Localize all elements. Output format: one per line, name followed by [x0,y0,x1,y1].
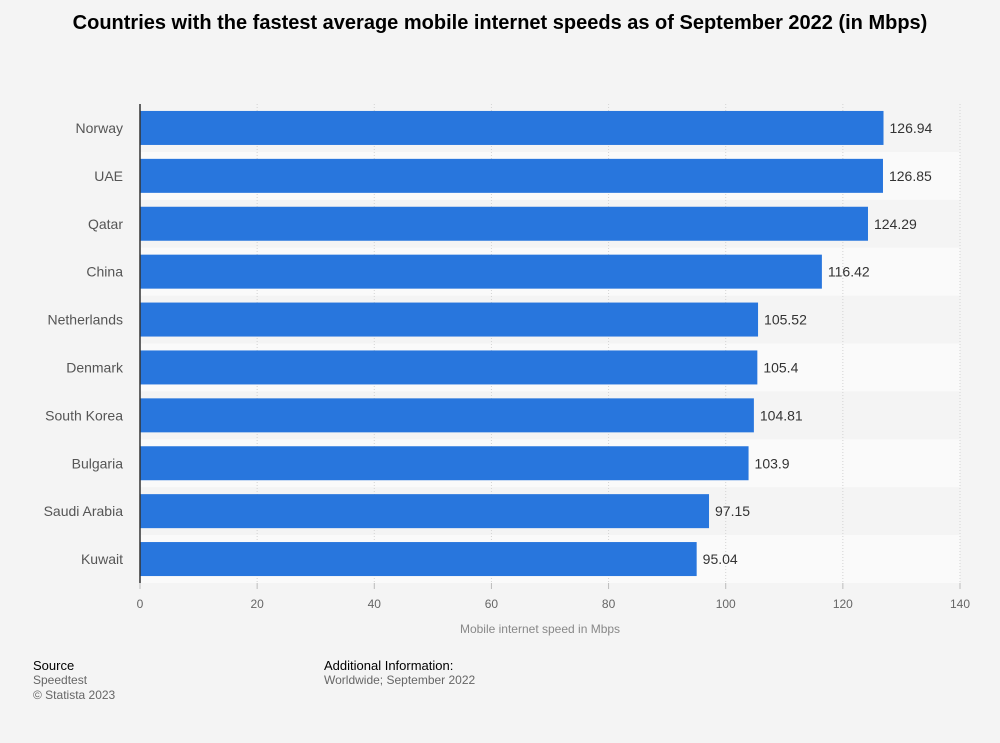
category-label: Kuwait [81,551,123,567]
x-axis-title: Mobile internet speed in Mbps [460,622,620,636]
data-label: 97.15 [715,503,750,519]
bar [140,542,697,577]
bar [140,398,754,433]
x-tick-label: 20 [250,597,264,611]
additional-info-block: Additional Information: Worldwide; Septe… [324,658,475,688]
category-label: South Korea [45,407,123,423]
category-label: China [86,264,123,280]
bar [140,206,868,241]
source-heading: Source [33,658,75,673]
data-label: 116.42 [828,264,870,280]
x-tick-label: 0 [137,597,144,611]
bar-chart: Norway 126.94 UAE 126.85 Qatar 124.29 China 116… [44,104,970,636]
category-label: UAE [94,168,123,184]
data-label: 126.85 [889,168,932,184]
category-label: Norway [76,120,123,136]
data-label: 104.81 [760,407,803,423]
bar [140,350,758,385]
bar [140,158,883,193]
category-label: Saudi Arabia [44,503,124,519]
bar [140,494,710,529]
data-label: 95.04 [703,551,738,567]
copyright: © Statista 2023 [33,688,116,702]
source-block: Source Speedtest © Statista 2023 [33,658,115,703]
bar [140,110,884,145]
data-label: 105.4 [763,359,798,375]
data-label: 126.94 [890,120,933,136]
data-label: 103.9 [755,455,790,471]
x-tick-label: 140 [950,597,970,611]
x-tick-label: 80 [602,597,616,611]
chart-title: Countries with the fastest average mobil… [72,12,928,34]
x-tick-label: 60 [485,597,499,611]
category-label: Bulgaria [72,455,124,471]
x-tick-label: 40 [368,597,382,611]
bar [140,446,749,481]
source-name: Speedtest [33,673,88,687]
bar [140,302,759,337]
additional-info-heading: Additional Information: [324,658,454,673]
category-label: Qatar [88,216,123,232]
category-label: Netherlands [48,312,124,328]
category-label: Denmark [66,359,124,375]
data-label: 124.29 [874,216,917,232]
additional-info-text: Worldwide; September 2022 [324,673,476,687]
x-tick-label: 100 [716,597,736,611]
x-tick-label: 120 [833,597,853,611]
bar [140,254,822,289]
data-label: 105.52 [764,312,807,328]
